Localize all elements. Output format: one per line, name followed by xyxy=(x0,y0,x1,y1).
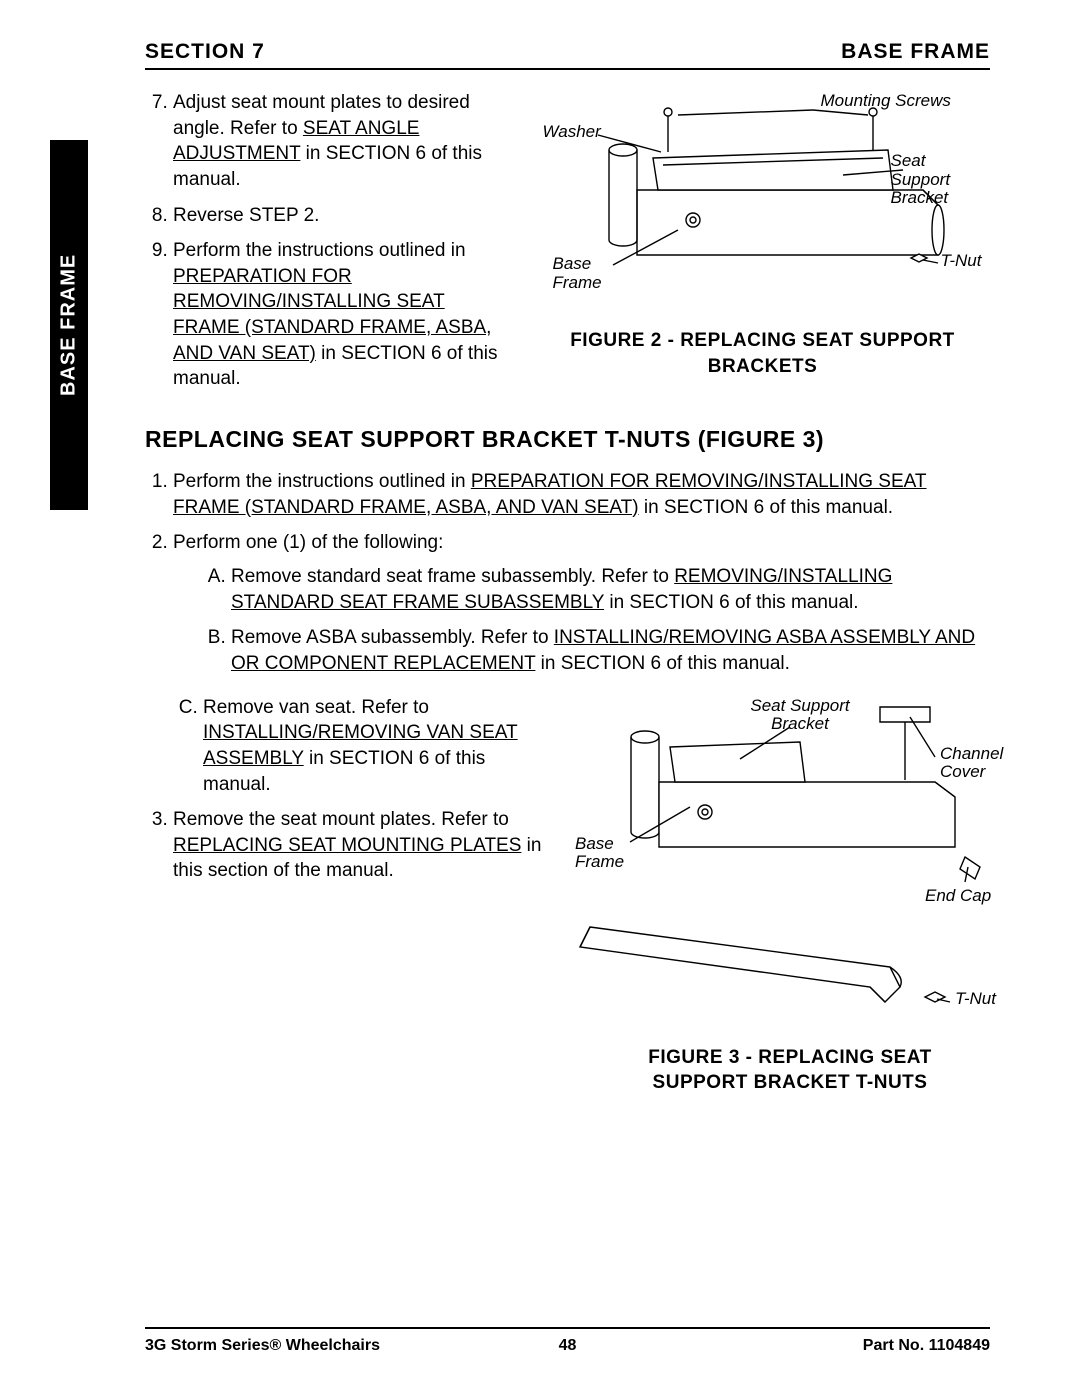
side-tab: BASE FRAME xyxy=(50,140,88,510)
page-footer: 3G Storm Series® Wheelchairs 48 Part No.… xyxy=(145,1327,990,1355)
content: Adjust seat mount plates to desired angl… xyxy=(145,90,990,1096)
step-7: Adjust seat mount plates to desired angl… xyxy=(173,90,515,193)
fig3-lbl-channel-cover: Channel Cover xyxy=(940,745,1010,782)
main-steps: Perform the instructions outlined in PRE… xyxy=(145,469,990,676)
fig2-lbl-washer: Washer xyxy=(543,123,601,142)
section-heading: REPLACING SEAT SUPPORT BRACKET T-NUTS (F… xyxy=(145,424,990,455)
fig3-lbl-end-cap: End Cap xyxy=(925,887,991,906)
sub-step-a: Remove standard seat frame subassembly. … xyxy=(231,564,990,615)
fig2-lbl-tnut: T-Nut xyxy=(941,252,982,271)
page: BASE FRAME SECTION 7 BASE FRAME Adjust s… xyxy=(0,0,1080,1397)
step-9-pre: Perform the instructions outlined in xyxy=(173,240,466,261)
sub-steps: Remove standard seat frame subassembly. … xyxy=(173,564,990,677)
ms3-u: REPLACING SEAT MOUNTING PLATES xyxy=(173,835,521,856)
step-8-pre: Reverse STEP 2. xyxy=(173,205,319,226)
header-topic: BASE FRAME xyxy=(841,40,990,64)
ssc-pre: Remove van seat. Refer to xyxy=(203,697,429,718)
ssb-pre: Remove ASBA subassembly. Refer to xyxy=(231,627,554,648)
figure-2-block: Washer Mounting Screws Seat Support Brac… xyxy=(535,90,990,402)
ms1-pre: Perform the instructions outlined in xyxy=(173,471,471,492)
ssa-post: in SECTION 6 of this manual. xyxy=(604,592,859,613)
page-header: SECTION 7 BASE FRAME xyxy=(145,40,990,70)
fig2-lbl-ssb: Seat Support Bracket xyxy=(891,152,981,208)
ssa-pre: Remove standard seat frame subassembly. … xyxy=(231,566,674,587)
fig2-lbl-base-frame: Base Frame xyxy=(553,255,613,292)
figure-3-diagram: Seat Support Bracket Channel Cover Base … xyxy=(570,687,1010,1037)
main-step-2: Perform one (1) of the following: Remove… xyxy=(173,530,990,676)
main-step-1: Perform the instructions outlined in PRE… xyxy=(173,469,990,520)
fig2-lbl-mounting-screws: Mounting Screws xyxy=(821,92,951,111)
continued-steps: Adjust seat mount plates to desired angl… xyxy=(145,90,515,392)
sub-step-c: Remove van seat. Refer to INSTALLING/REM… xyxy=(203,695,545,798)
top-block: Adjust seat mount plates to desired angl… xyxy=(145,90,990,402)
main-step-3: Remove the seat mount plates. Refer to R… xyxy=(173,807,545,884)
fig3-lbl-base-frame: Base Frame xyxy=(575,835,635,872)
ms3-pre: Remove the seat mount plates. Refer to xyxy=(173,809,509,830)
ms2-pre: Perform one (1) of the following: xyxy=(173,532,443,553)
footer-page: 48 xyxy=(145,1337,990,1355)
sub-step-b: Remove ASBA subassembly. Refer to INSTAL… xyxy=(231,625,990,676)
lower-left-col: Remove van seat. Refer to INSTALLING/REM… xyxy=(145,687,545,894)
lower-block: Remove van seat. Refer to INSTALLING/REM… xyxy=(145,687,990,1096)
figure-3-block: Seat Support Bracket Channel Cover Base … xyxy=(570,687,1010,1096)
fig3-lbl-tnut: T-Nut xyxy=(955,990,996,1009)
figure-2-diagram: Washer Mounting Screws Seat Support Brac… xyxy=(543,90,983,320)
figure-2-caption: FIGURE 2 - REPLACING SEAT SUPPORT BRACKE… xyxy=(535,328,990,379)
figure-3-svg xyxy=(570,687,1010,1037)
sub-step-c-wrap: Remove van seat. Refer to INSTALLING/REM… xyxy=(145,695,545,798)
fig3-lbl-ssb: Seat Support Bracket xyxy=(730,697,870,734)
header-section: SECTION 7 xyxy=(145,40,265,64)
top-steps-col: Adjust seat mount plates to desired angl… xyxy=(145,90,515,402)
figure-3-caption: FIGURE 3 - REPLACING SEAT SUPPORT BRACKE… xyxy=(600,1045,980,1096)
main-step-3-wrap: Remove the seat mount plates. Refer to R… xyxy=(145,807,545,884)
ssb-post: in SECTION 6 of this manual. xyxy=(535,653,790,674)
step-9: Perform the instructions outlined in PRE… xyxy=(173,238,515,392)
ms1-post: in SECTION 6 of this manual. xyxy=(639,497,894,518)
step-8: Reverse STEP 2. xyxy=(173,203,515,229)
